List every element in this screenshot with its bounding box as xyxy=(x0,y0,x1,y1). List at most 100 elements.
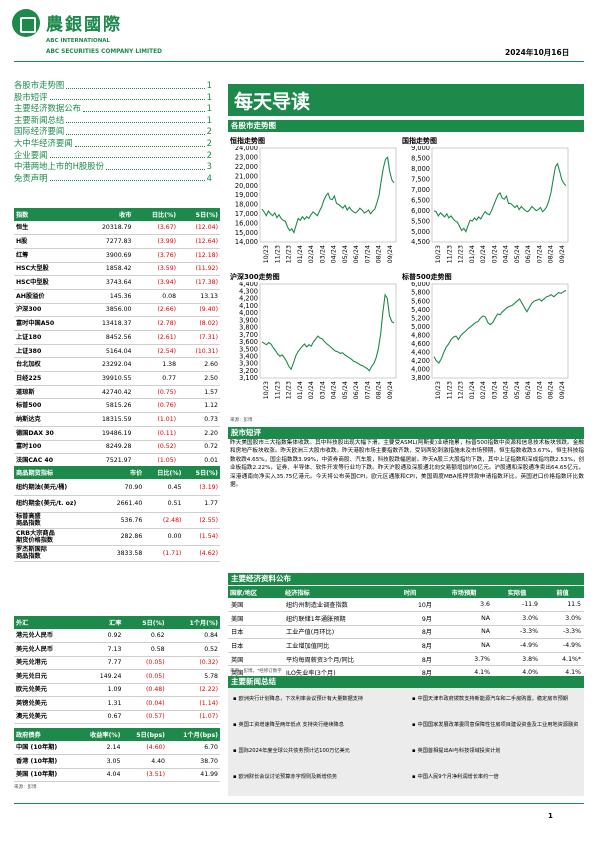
table-row: 标普500 5815.26 (0.76) 1.12 xyxy=(14,398,220,414)
y-tick-label: 5,800 xyxy=(411,289,430,297)
toc-item-page: 3 xyxy=(206,161,212,172)
y-tick-label: 4,600 xyxy=(411,340,430,348)
econ-cell: 9月 xyxy=(385,611,435,626)
toc-item-page: 1 xyxy=(206,114,212,125)
news-item[interactable]: 中国天津市政府拨款支持新能源汽车和二手房购置，稳定房市预期 xyxy=(412,696,580,703)
x-tick-label: 01/24 xyxy=(296,245,304,263)
x-tick-label: 01/24 xyxy=(296,381,304,399)
table-row: AH股溢价 145.36 0.08 13.13 xyxy=(14,289,220,304)
x-tick-label: 04/24 xyxy=(502,381,510,399)
x-tick-label: 11/23 xyxy=(273,245,281,263)
econ-cell: 美国 xyxy=(228,598,283,613)
table-cell: (2.22) xyxy=(166,683,220,697)
table-cell: (0.52) xyxy=(133,440,179,455)
table-header-cell: 收市 xyxy=(80,208,134,221)
toc-item-title: 股市短评 xyxy=(14,91,48,102)
econ-header-cell: 经济指标 xyxy=(283,586,385,598)
toc-item[interactable]: 企业要闻 2 xyxy=(14,150,212,162)
econ-cell: -3.3% xyxy=(541,625,584,640)
y-tick-label: 8,500 xyxy=(411,155,430,163)
table-row: 英镑兑美元 1.31 (0.04) (1.14) xyxy=(14,696,220,711)
title-banner: 每天导读 xyxy=(228,84,584,116)
toc-item[interactable]: 中港两地上市的H股股份 3 xyxy=(14,161,212,173)
toc-leader xyxy=(66,115,205,124)
table-cell: 澳元兑美元 xyxy=(14,710,82,724)
table-cell: 台北加权 xyxy=(14,357,81,373)
banner-title: 每天导读 xyxy=(234,91,311,113)
table-cell: 0.77 xyxy=(133,371,179,386)
toc-item[interactable]: 国际经济要闻 2 xyxy=(14,126,212,138)
abc-logo-icon xyxy=(12,9,40,37)
toc-item-title: 免责声明 xyxy=(14,172,48,183)
news-item[interactable]: 中国人民9个月净利润增长率约一倍 xyxy=(412,774,580,781)
toc-leader xyxy=(49,150,205,159)
econ-cell: 平均每周薪资3个月/同比 xyxy=(283,652,385,667)
x-tick-label: 03/24 xyxy=(318,245,326,263)
table-header-row: 外汇 汇率 5日(%) 1个月(%) xyxy=(14,616,220,629)
y-tick-label: 19,000 xyxy=(235,191,258,199)
y-tick-label: 4,000 xyxy=(411,366,430,374)
table-row: 富时100 8249.28 (0.52) 0.72 xyxy=(14,440,220,455)
x-tick-label: 10/23 xyxy=(262,245,270,263)
econ-cell: 纽约州制造业调查指数 xyxy=(283,598,385,613)
news-item[interactable]: 中国国家发展改革委同意保障性住房项目建设资金及工业用地资源融资 xyxy=(412,722,580,729)
table-cell: 标普500 xyxy=(14,398,81,414)
table-cell: 70.90 xyxy=(103,479,145,496)
news-item[interactable]: 欧洲财长会议讨论预算赤字规则及新增债务 xyxy=(233,774,401,781)
x-tick-label: 11/23 xyxy=(445,381,453,399)
table-cell: (7.31) xyxy=(178,330,220,345)
table-cell: 39910.55 xyxy=(80,371,134,386)
table-cell: 0.62 xyxy=(123,629,167,643)
chart-2: 4,4004,3004,2004,1004,0003,9003,8003,700… xyxy=(239,282,397,399)
table-cell: (4.60) xyxy=(122,741,167,755)
table-cell: (2.54) xyxy=(133,344,179,359)
x-tick-label: 05/24 xyxy=(513,381,521,399)
toc-item-title: 企业要闻 xyxy=(14,149,48,160)
econ-row: 美国 纽约州制造业调查指数 10月 3.6 -11.9 11.5 xyxy=(228,598,584,613)
market-commentary: 昨天美国股市三大指数集体收跌。其中科技股出现大幅下滑，主要受ASML(阿斯麦)业… xyxy=(230,440,584,489)
y-tick-label: 7,500 xyxy=(411,176,430,184)
toc-item[interactable]: 主要新闻总结 1 xyxy=(14,115,212,127)
chart-3: 6,0005,8005,6005,4005,2005,0004,8004,600… xyxy=(411,282,569,399)
toc-item[interactable]: 股市短评 1 xyxy=(14,92,212,104)
table-cell: (1.01) xyxy=(133,412,179,427)
news-item[interactable]: 欧洲央行计划降息，下次利率会议预计有大量数据支持 xyxy=(233,696,401,703)
x-tick-label: 09/24 xyxy=(386,245,394,263)
table-cell: 上证380 xyxy=(14,344,81,359)
fx-table: 外汇 汇率 5日(%) 1个月(%) 港元兑人民币 0.92 0.62 0.84 美元兑人民币 7… xyxy=(14,616,220,724)
econ-cell: -4.9% xyxy=(493,638,541,653)
table-cell: 0.73 xyxy=(178,412,220,427)
news-item[interactable]: 国际2024年度全球公共债务预计达100万亿美元 xyxy=(233,748,401,755)
series-line xyxy=(433,289,567,364)
x-tick-label: 09/24 xyxy=(558,381,566,399)
table-row: HSC中型股 3743.64 (3.94) (17.38) xyxy=(14,275,220,290)
table-cell: 富时中国A50 xyxy=(14,316,81,331)
toc-item[interactable]: 各股市走势图 1 xyxy=(14,80,212,92)
toc-item-page: 2 xyxy=(206,126,212,137)
toc-item[interactable]: 免责声明 4 xyxy=(14,173,212,185)
table-cell: 2.50 xyxy=(178,371,220,386)
brand-english-line1: ABC INTERNATIONAL xyxy=(46,38,111,44)
table-cell: 纳斯达克 xyxy=(14,412,81,427)
news-item[interactable]: 英国首相提出AI与科技领域投资计划 xyxy=(412,748,580,755)
table-row: 红筹 3900.69 (3.76) (12.18) xyxy=(14,248,220,263)
brand-chinese: 農銀國際 xyxy=(46,15,122,35)
table-cell: (3.59) xyxy=(133,262,179,277)
y-tick-label: 6,000 xyxy=(411,282,430,288)
plot-frame xyxy=(431,283,569,379)
econ-cell: -3.3% xyxy=(493,625,541,640)
table-cell: 145.36 xyxy=(80,289,134,304)
toc-item[interactable]: 大中华经济要闻 2 xyxy=(14,138,212,150)
table-cell: 8249.28 xyxy=(80,440,134,455)
news-item[interactable]: 英国工资增速降至两年低点 支持央行继续降息 xyxy=(233,722,401,729)
toc-item[interactable]: 主要经济数据公布 1 xyxy=(14,103,212,115)
table-cell: 4.04 xyxy=(75,768,123,782)
econ-header-cell: 市场预期 xyxy=(435,586,493,598)
x-tick-label: 12/23 xyxy=(457,245,465,263)
table-cell: (12.18) xyxy=(178,248,220,263)
table-cell: (2.78) xyxy=(133,316,179,331)
y-tick-label: 5,200 xyxy=(411,314,430,322)
econ-cell: 3.7% xyxy=(435,652,493,667)
table-cell: 港元兑人民币 xyxy=(14,629,82,643)
table-cell: (4.62) xyxy=(183,545,220,562)
